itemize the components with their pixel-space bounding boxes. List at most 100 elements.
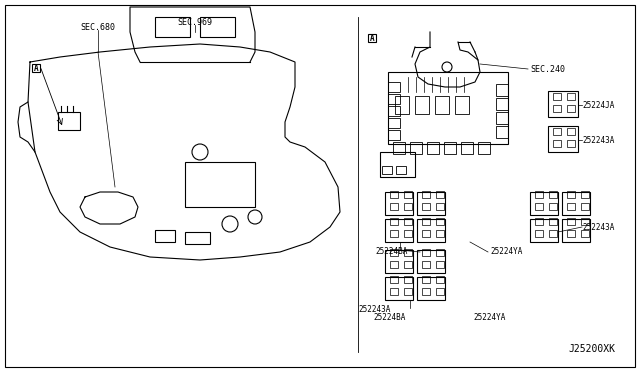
Bar xyxy=(567,218,575,225)
Bar xyxy=(427,142,439,154)
Bar xyxy=(390,203,398,210)
Text: 25224YA: 25224YA xyxy=(474,312,506,321)
Bar xyxy=(496,112,508,124)
Bar xyxy=(380,152,415,177)
Bar xyxy=(436,218,444,225)
Bar xyxy=(388,130,400,140)
Bar xyxy=(567,140,575,147)
Bar xyxy=(548,91,578,117)
Bar xyxy=(535,218,543,225)
Bar xyxy=(417,192,445,215)
Bar xyxy=(496,84,508,96)
Text: SEC.969: SEC.969 xyxy=(177,17,212,26)
Bar xyxy=(390,230,398,237)
Bar xyxy=(567,191,575,198)
Bar xyxy=(496,98,508,110)
Bar xyxy=(436,230,444,237)
Bar xyxy=(390,288,398,295)
Bar xyxy=(388,72,508,144)
Bar xyxy=(496,126,508,138)
Text: 25224JA: 25224JA xyxy=(582,100,614,109)
Text: 252243A: 252243A xyxy=(582,222,614,231)
Bar xyxy=(390,191,398,198)
Bar xyxy=(390,249,398,256)
Bar xyxy=(567,230,575,237)
Bar xyxy=(417,250,445,273)
Bar xyxy=(422,288,430,295)
Bar xyxy=(422,218,430,225)
Bar xyxy=(535,230,543,237)
Bar xyxy=(388,118,400,128)
Bar xyxy=(404,261,412,268)
Bar xyxy=(388,82,400,92)
Bar xyxy=(422,276,430,283)
Bar xyxy=(422,230,430,237)
Bar xyxy=(388,106,400,116)
Bar xyxy=(385,192,413,215)
Bar xyxy=(567,203,575,210)
Bar xyxy=(581,230,589,237)
Bar xyxy=(390,261,398,268)
Bar xyxy=(436,203,444,210)
Text: 25224BA: 25224BA xyxy=(374,312,406,321)
Bar xyxy=(410,142,422,154)
Bar xyxy=(530,192,558,215)
Bar xyxy=(553,140,561,147)
Bar xyxy=(382,166,392,174)
Bar xyxy=(368,34,376,42)
Bar xyxy=(535,203,543,210)
Text: A: A xyxy=(34,64,38,73)
Bar xyxy=(567,93,575,100)
Bar xyxy=(404,218,412,225)
Bar xyxy=(549,203,557,210)
Bar xyxy=(422,261,430,268)
Bar xyxy=(422,203,430,210)
Bar xyxy=(404,191,412,198)
Bar xyxy=(404,288,412,295)
Bar xyxy=(417,277,445,300)
Text: SEC.240: SEC.240 xyxy=(530,64,565,74)
Text: 252243A: 252243A xyxy=(359,305,391,314)
Bar xyxy=(562,219,590,242)
Bar xyxy=(422,191,430,198)
Bar xyxy=(478,142,490,154)
Bar xyxy=(549,230,557,237)
Bar xyxy=(461,142,473,154)
Bar xyxy=(155,17,190,37)
Bar xyxy=(549,191,557,198)
Text: 252243A: 252243A xyxy=(582,135,614,144)
Bar xyxy=(562,192,590,215)
Bar xyxy=(549,218,557,225)
Bar xyxy=(436,261,444,268)
Bar xyxy=(548,126,578,152)
Bar xyxy=(553,105,561,112)
Bar xyxy=(436,276,444,283)
Bar xyxy=(436,288,444,295)
Bar xyxy=(581,191,589,198)
Bar xyxy=(435,96,449,114)
Text: SEC.680: SEC.680 xyxy=(81,22,115,32)
Bar xyxy=(393,142,405,154)
Bar xyxy=(395,96,409,114)
Bar xyxy=(415,96,429,114)
Bar xyxy=(200,17,235,37)
Bar xyxy=(455,96,469,114)
Bar xyxy=(404,249,412,256)
Bar xyxy=(530,219,558,242)
Bar xyxy=(444,142,456,154)
Bar xyxy=(535,191,543,198)
Bar xyxy=(567,128,575,135)
Bar xyxy=(581,218,589,225)
Bar xyxy=(404,276,412,283)
Bar xyxy=(567,105,575,112)
Bar xyxy=(404,230,412,237)
Bar xyxy=(422,249,430,256)
Bar xyxy=(581,203,589,210)
Bar xyxy=(185,162,255,207)
Bar xyxy=(553,93,561,100)
Bar xyxy=(58,112,80,130)
Bar xyxy=(385,250,413,273)
Bar xyxy=(385,277,413,300)
Bar xyxy=(185,232,210,244)
Text: 25224BA: 25224BA xyxy=(375,247,408,257)
